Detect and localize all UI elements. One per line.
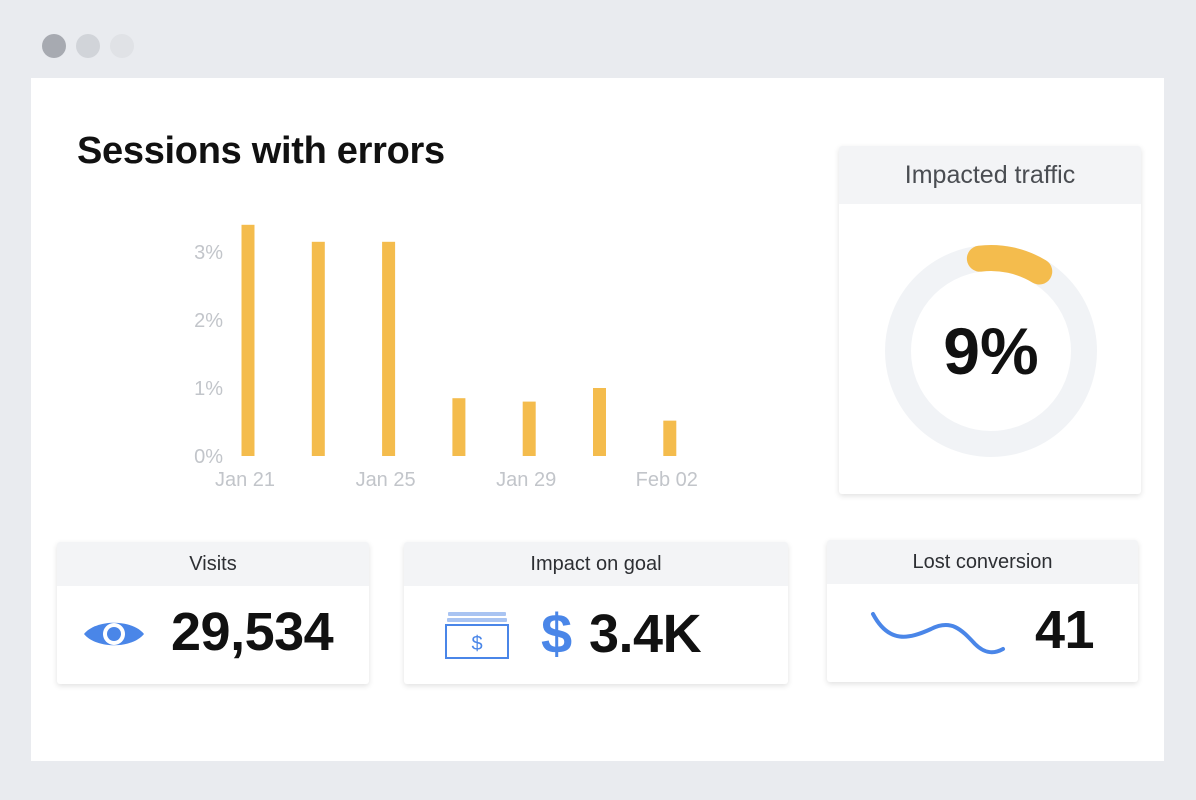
donut-arc xyxy=(966,245,1053,285)
lost-conversion-label: Lost conversion xyxy=(827,540,1138,584)
maximize-dot[interactable] xyxy=(110,34,134,58)
bar-jan-27[interactable] xyxy=(452,398,466,456)
impacted-traffic-card: Impacted traffic 9% xyxy=(839,146,1141,494)
y-tick-label: 2% xyxy=(194,310,223,332)
x-tick-label: Jan 21 xyxy=(215,469,275,491)
minimize-dot[interactable] xyxy=(76,34,100,58)
impacted-traffic-donut xyxy=(885,245,1097,457)
dashboard-panel: Sessions with errors 0% 1% 2% 3% Jan 21 Jan 2… xyxy=(31,78,1164,761)
impact-on-goal-value: 3.4K xyxy=(589,604,702,664)
y-tick-label: 3% xyxy=(194,242,223,264)
close-dot[interactable] xyxy=(42,34,66,58)
trend-line-icon xyxy=(871,612,1005,655)
impact-on-goal-card: Impact on goal $ $ 3.4K xyxy=(404,542,788,684)
x-tick-label: Jan 29 xyxy=(496,469,556,491)
eye-icon xyxy=(84,622,144,646)
currency-symbol: $ xyxy=(541,602,573,665)
bar-jan-29[interactable] xyxy=(522,401,536,456)
svg-text:$: $ xyxy=(471,633,482,655)
window-controls xyxy=(42,34,134,58)
x-tick-label: Jan 25 xyxy=(356,469,416,491)
bar-jan-21[interactable] xyxy=(241,224,255,456)
visits-label: Visits xyxy=(57,542,369,586)
impacted-traffic-value: 9% xyxy=(943,314,1039,388)
sessions-bar-chart: 0% 1% 2% 3% Jan 21 Jan 25 Jan 29 Feb 02 xyxy=(171,218,711,508)
page-title: Sessions with errors xyxy=(77,130,445,172)
y-tick-label: 0% xyxy=(194,446,223,468)
x-tick-label: Feb 02 xyxy=(636,469,698,491)
visits-value: 29,534 xyxy=(171,602,334,662)
bar-jan-31[interactable] xyxy=(593,388,606,456)
bar-jan-23[interactable] xyxy=(311,241,325,456)
y-tick-label: 1% xyxy=(194,378,223,400)
visits-card: Visits 29,534 xyxy=(57,542,369,684)
impact-on-goal-label: Impact on goal xyxy=(404,542,788,586)
cash-icon: $ xyxy=(445,612,509,659)
lost-conversion-card: Lost conversion 41 xyxy=(827,540,1138,682)
bar-feb-02[interactable] xyxy=(663,420,677,456)
impacted-traffic-label: Impacted traffic xyxy=(839,146,1141,204)
bar-jan-25[interactable] xyxy=(382,241,396,456)
bar-chart-svg: 0% 1% 2% 3% Jan 21 Jan 25 Jan 29 Feb 02 xyxy=(194,224,698,491)
lost-conversion-value: 41 xyxy=(1035,600,1095,660)
